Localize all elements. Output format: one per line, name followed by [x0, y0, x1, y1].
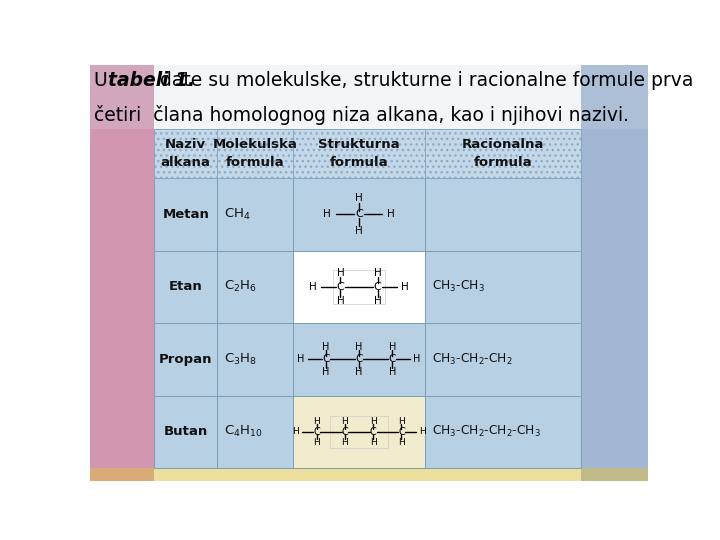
Text: H: H [389, 342, 396, 352]
Text: U: U [94, 71, 114, 90]
Text: C: C [398, 427, 405, 437]
Bar [425, 178, 581, 251]
Text: H: H [336, 296, 344, 306]
Bar [90, 65, 154, 481]
Bar [293, 178, 425, 251]
Text: C: C [341, 427, 348, 437]
Text: H: H [313, 438, 320, 447]
Text: H: H [413, 354, 420, 364]
Text: tabeli 1.: tabeli 1. [108, 71, 195, 90]
Text: H: H [322, 367, 329, 377]
Bar [217, 178, 293, 251]
Bar [154, 129, 217, 178]
Bar [217, 251, 293, 323]
Text: C$_3$H$_8$: C$_3$H$_8$ [224, 352, 257, 367]
Text: H: H [313, 417, 320, 426]
Text: H: H [336, 268, 344, 278]
Bar [293, 396, 425, 468]
Bar [154, 129, 217, 178]
Text: Strukturna
formula: Strukturna formula [318, 138, 400, 170]
Text: Metan: Metan [162, 208, 210, 221]
Text: C: C [370, 427, 377, 437]
Bar [154, 178, 217, 251]
Text: H: H [356, 342, 363, 352]
Bar [293, 129, 425, 178]
Text: Butan: Butan [163, 426, 208, 438]
Text: C: C [374, 282, 382, 292]
Bar [581, 65, 648, 481]
Text: H: H [398, 417, 405, 426]
Text: Molekulska
formula: Molekulska formula [213, 138, 298, 170]
Text: H: H [374, 268, 382, 278]
Text: H: H [309, 282, 317, 292]
Text: CH$_3$-CH$_2$-CH$_2$: CH$_3$-CH$_2$-CH$_2$ [431, 352, 512, 367]
Bar [425, 396, 581, 468]
Bar [333, 270, 384, 304]
Bar [293, 251, 425, 323]
Text: H: H [387, 210, 395, 219]
Text: Propan: Propan [159, 353, 212, 366]
Text: H: H [356, 367, 363, 377]
Text: H: H [341, 417, 348, 426]
Text: CH$_3$-CH$_2$-CH$_2$-CH$_3$: CH$_3$-CH$_2$-CH$_2$-CH$_3$ [431, 424, 541, 440]
Text: H: H [297, 354, 305, 364]
Bar [154, 323, 217, 396]
Text: H: H [341, 438, 348, 447]
Text: H: H [374, 296, 382, 306]
Text: C: C [313, 427, 320, 437]
Text: H: H [322, 342, 329, 352]
Text: C: C [336, 282, 344, 292]
Text: C: C [389, 354, 396, 364]
Text: Etan: Etan [169, 280, 202, 293]
Text: CH$_4$: CH$_4$ [224, 207, 251, 222]
Text: C$_2$H$_6$: C$_2$H$_6$ [224, 279, 257, 294]
Bar [154, 251, 217, 323]
Text: četiri  člana homolognog niza alkana, kao i njihovi nazivi.: četiri člana homolognog niza alkana, kao… [94, 105, 629, 125]
Text: H: H [401, 282, 409, 292]
Bar [425, 323, 581, 396]
Bar [425, 129, 581, 178]
Bar [425, 129, 581, 178]
Bar [217, 396, 293, 468]
Text: H: H [370, 438, 377, 447]
Text: H: H [323, 210, 330, 219]
Bar [425, 251, 581, 323]
Text: H: H [419, 427, 426, 436]
Text: H: H [370, 417, 377, 426]
Bar [293, 129, 425, 178]
Text: CH$_3$-CH$_3$: CH$_3$-CH$_3$ [431, 279, 484, 294]
Text: Racionalna
formula: Racionalna formula [462, 138, 544, 170]
Bar [217, 323, 293, 396]
Text: H: H [389, 367, 396, 377]
Text: H: H [292, 427, 300, 436]
Bar [293, 323, 425, 396]
Text: date su molekulske, strukturne i racionalne formule prva: date su molekulske, strukturne i raciona… [153, 71, 693, 90]
Text: C: C [356, 354, 363, 364]
Text: Naziv
alkana: Naziv alkana [161, 138, 211, 170]
Text: C: C [355, 210, 363, 219]
Bar [217, 129, 293, 178]
Text: H: H [398, 438, 405, 447]
Text: C$_4$H$_{10}$: C$_4$H$_{10}$ [224, 424, 263, 440]
Text: C: C [322, 354, 329, 364]
Bar [330, 416, 388, 448]
Text: H: H [355, 193, 363, 203]
Text: H: H [355, 226, 363, 236]
Bar [90, 468, 648, 481]
Bar [154, 396, 217, 468]
Bar [217, 129, 293, 178]
Bar [90, 65, 648, 129]
